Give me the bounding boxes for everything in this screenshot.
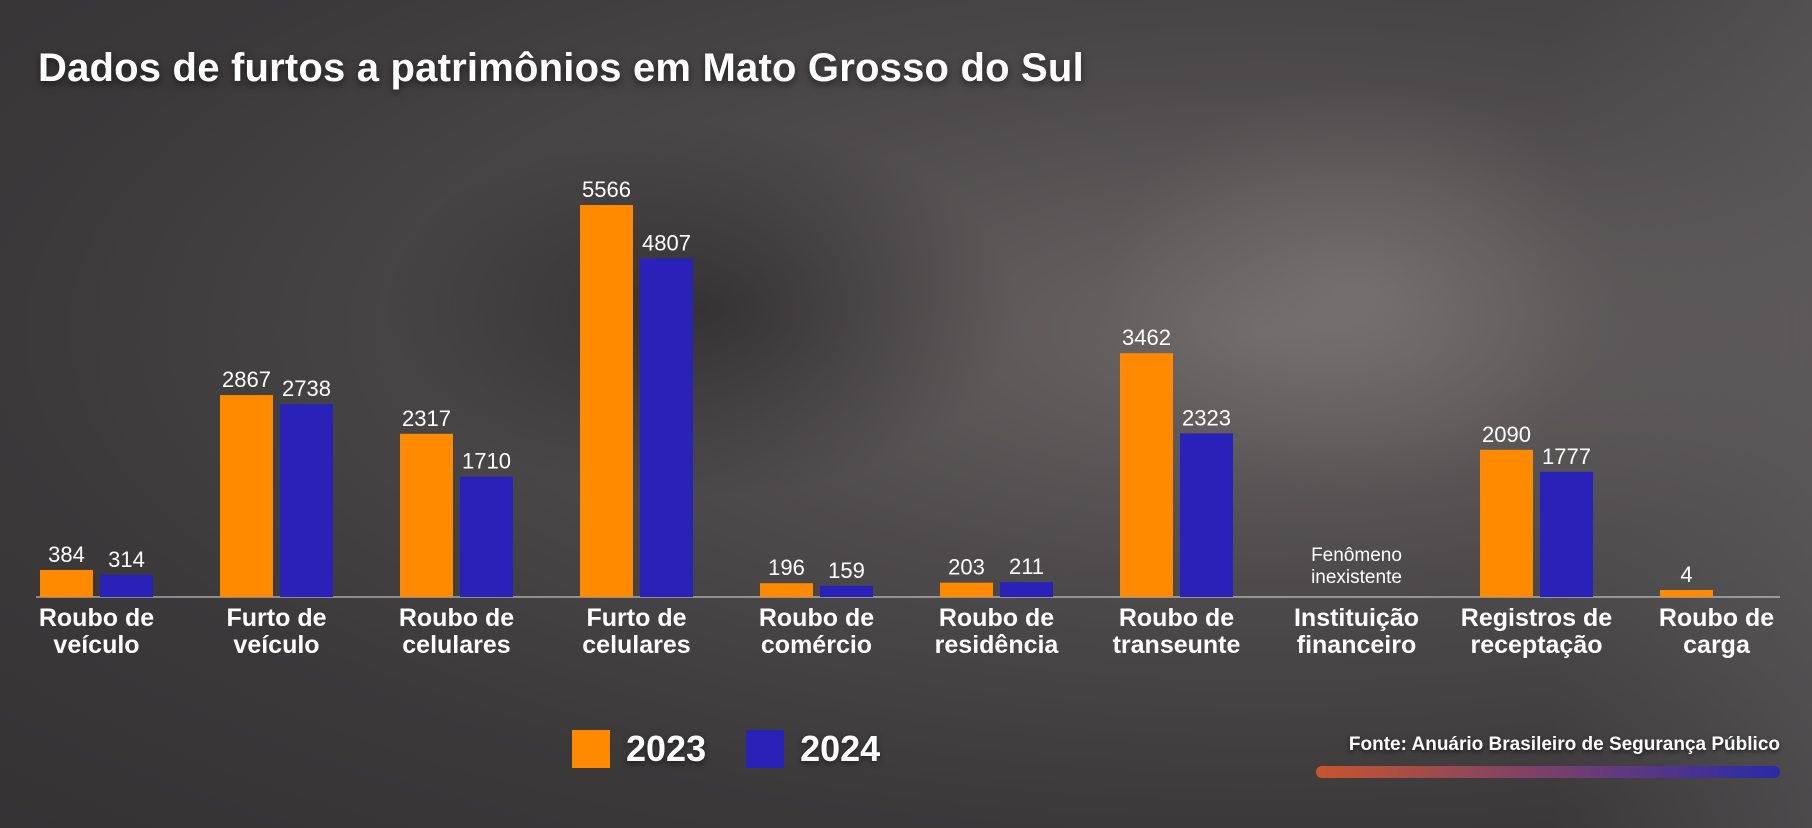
bar-roubo-de-residencia-2024 bbox=[1000, 582, 1053, 597]
bar-roubo-de-residencia-2023 bbox=[940, 582, 993, 597]
legend-swatch-2023 bbox=[572, 730, 610, 768]
bar-roubo-de-carga-2023 bbox=[1660, 590, 1713, 597]
bar-roubo-de-veiculo-2023 bbox=[40, 569, 93, 597]
bar-roubo-de-veiculo-2024 bbox=[100, 574, 153, 597]
category-label-roubo-de-veiculo-line-1: Roubo de bbox=[39, 604, 154, 632]
bar-furto-de-celulares-2024 bbox=[640, 258, 693, 597]
data-label-roubo-de-veiculo-2023: 384 bbox=[48, 542, 85, 567]
category-label-furto-de-veiculo-line-2: veículo bbox=[233, 631, 319, 659]
data-label-furto-de-celulares-2024: 4807 bbox=[642, 230, 691, 255]
data-label-furto-de-veiculo-2024: 2738 bbox=[282, 376, 331, 401]
bar-furto-de-celulares-2023 bbox=[580, 205, 633, 597]
category-label-registros-de-receptacao-line-1: Registros de bbox=[1461, 604, 1613, 632]
category-label-roubo-de-transeunte-line-1: Roubo de bbox=[1119, 604, 1234, 632]
bar-roubo-de-comercio-2023 bbox=[760, 583, 813, 597]
legend: 2023 2024 bbox=[572, 728, 920, 770]
bar-roubo-de-comercio-2024 bbox=[820, 585, 873, 597]
data-label-roubo-de-celulares-2023: 2317 bbox=[402, 406, 451, 431]
data-label-roubo-de-transeunte-2023: 3462 bbox=[1122, 325, 1171, 350]
bar-roubo-de-celulares-2023 bbox=[400, 433, 453, 597]
bar-roubo-de-transeunte-2023 bbox=[1120, 353, 1173, 597]
category-label-registros-de-receptacao-line-2: receptação bbox=[1470, 631, 1602, 659]
data-label-furto-de-celulares-2023: 5566 bbox=[582, 177, 631, 202]
category-label-roubo-de-carga-line-1: Roubo de bbox=[1659, 604, 1774, 632]
category-label-roubo-de-transeunte-line-2: transeunte bbox=[1113, 631, 1241, 659]
data-label-roubo-de-comercio-2024: 159 bbox=[828, 558, 865, 583]
data-label-roubo-de-celulares-2024: 1710 bbox=[462, 449, 511, 474]
data-label-roubo-de-residencia-2023: 203 bbox=[948, 555, 985, 580]
category-label-furto-de-celulares-line-2: celulares bbox=[582, 631, 690, 659]
data-label-roubo-de-transeunte-2024: 2323 bbox=[1182, 405, 1231, 430]
bar-furto-de-veiculo-2023 bbox=[220, 395, 273, 597]
legend-item-2024: 2024 bbox=[746, 728, 880, 770]
category-label-roubo-de-comercio-line-2: comércio bbox=[761, 631, 872, 659]
category-label-instituicao-financeiro-line-1: Instituição bbox=[1294, 604, 1419, 632]
data-label-roubo-de-comercio-2023: 196 bbox=[768, 555, 805, 580]
data-label-registros-de-receptacao-2024: 1777 bbox=[1542, 444, 1591, 469]
category-label-roubo-de-celulares-line-1: Roubo de bbox=[399, 604, 514, 632]
legend-label-2023: 2023 bbox=[626, 728, 707, 769]
source-underline-bar bbox=[1316, 766, 1780, 778]
data-label-roubo-de-carga-2023: 4 bbox=[1680, 562, 1692, 587]
data-label-furto-de-veiculo-2023: 2867 bbox=[222, 367, 271, 392]
bar-furto-de-veiculo-2024 bbox=[280, 404, 333, 597]
legend-swatch-2024 bbox=[746, 730, 785, 768]
category-label-roubo-de-residencia-line-1: Roubo de bbox=[939, 604, 1054, 632]
category-label-roubo-de-celulares-line-2: celulares bbox=[402, 631, 510, 659]
bar-registros-de-receptacao-2023 bbox=[1480, 449, 1533, 597]
legend-item-2023: 2023 bbox=[572, 728, 706, 770]
category-label-roubo-de-comercio-line-1: Roubo de bbox=[759, 604, 874, 632]
source-credit: Fonte: Anuário Brasileiro de Segurança P… bbox=[1348, 734, 1780, 755]
data-label-registros-de-receptacao-2023: 2090 bbox=[1482, 422, 1531, 447]
category-label-roubo-de-veiculo-line-2: veículo bbox=[53, 631, 139, 659]
chart-title: Dados de furtos a patrimônios em Mato Gr… bbox=[38, 46, 1084, 90]
legend-label-2024: 2024 bbox=[800, 728, 881, 769]
category-label-roubo-de-residencia-line-2: residência bbox=[935, 631, 1060, 659]
category-label-instituicao-financeiro-line-2: financeiro bbox=[1297, 631, 1416, 659]
annotation-label-line-1: Fenômeno bbox=[1311, 545, 1402, 566]
annotation-label-line-2: inexistente bbox=[1311, 567, 1402, 588]
data-label-roubo-de-veiculo-2024: 314 bbox=[108, 547, 145, 572]
bar-registros-de-receptacao-2024 bbox=[1540, 471, 1593, 597]
category-label-furto-de-celulares-line-1: Furto de bbox=[587, 604, 687, 632]
data-label-roubo-de-residencia-2024: 211 bbox=[1009, 554, 1044, 579]
category-label-furto-de-veiculo-line-1: Furto de bbox=[227, 604, 327, 632]
bar-roubo-de-celulares-2024 bbox=[460, 476, 513, 597]
bar-roubo-de-transeunte-2024 bbox=[1180, 433, 1233, 597]
category-label-roubo-de-carga-line-2: carga bbox=[1683, 631, 1751, 659]
